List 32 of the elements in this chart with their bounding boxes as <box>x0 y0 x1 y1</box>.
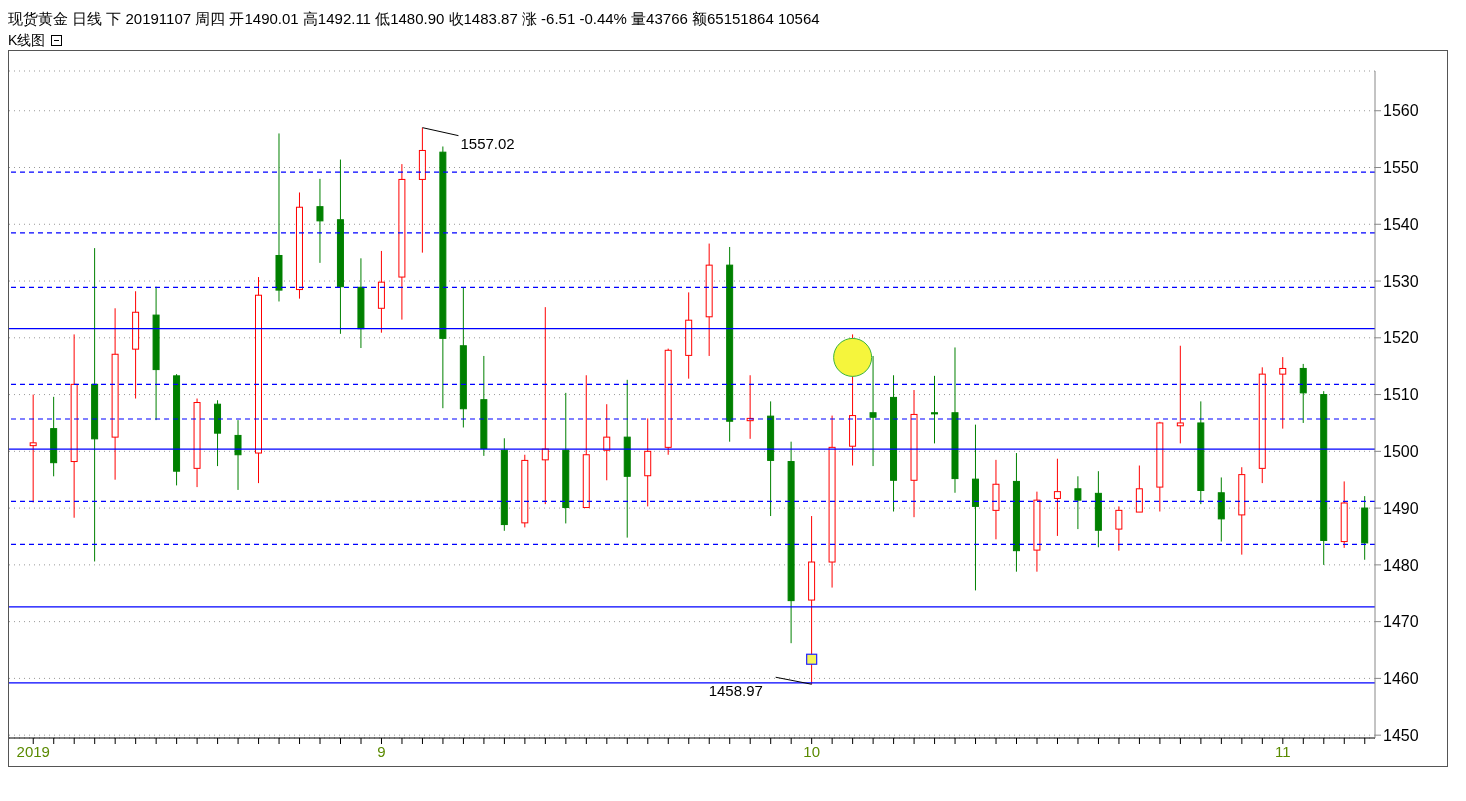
annotation: 1458.97 <box>708 682 763 700</box>
candlestick <box>1053 458 1061 537</box>
y-tick-label: 1480 <box>1383 556 1419 574</box>
candlestick <box>1074 475 1082 530</box>
y-tick-label: 1540 <box>1383 215 1419 233</box>
y-tick-label: 1490 <box>1383 499 1419 517</box>
candlestick <box>869 355 877 467</box>
x-tick-label: 2019 <box>16 742 50 760</box>
candlestick <box>603 403 611 481</box>
y-tick-label: 1560 <box>1383 102 1419 120</box>
y-tick-label: 1450 <box>1383 726 1419 744</box>
y-tick-label: 1510 <box>1383 386 1419 404</box>
y-tick-label: 1550 <box>1383 159 1419 177</box>
candlestick <box>1176 345 1184 444</box>
candlestick <box>931 375 938 444</box>
chart-title: 现货黄金 日线 下 20191107 周四 开1490.01 高1492.11 低1480.90 收1483.87 涨 -6.51 -0.44% 量43766 额65151864 10564 <box>8 9 821 29</box>
x-tick-label: 11 <box>1275 742 1291 760</box>
y-tick-label: 1530 <box>1383 272 1419 290</box>
x-tick-label: 10 <box>803 742 821 760</box>
candlestick <box>316 178 324 264</box>
candlestick <box>29 394 37 503</box>
x-tick-label: 9 <box>377 742 386 760</box>
candlestick <box>1115 505 1123 552</box>
y-tick-label: 1500 <box>1383 443 1419 461</box>
y-tick-label: 1520 <box>1383 329 1419 347</box>
y-tick-label: 1470 <box>1383 613 1419 631</box>
candlestick <box>1279 356 1287 430</box>
annotation: 1557.02 <box>460 134 515 152</box>
y-tick-label: 1460 <box>1383 670 1419 688</box>
chart-subtitle: K线图 <box>8 31 46 50</box>
candlestick <box>234 419 242 491</box>
candlestick <box>1135 465 1143 513</box>
